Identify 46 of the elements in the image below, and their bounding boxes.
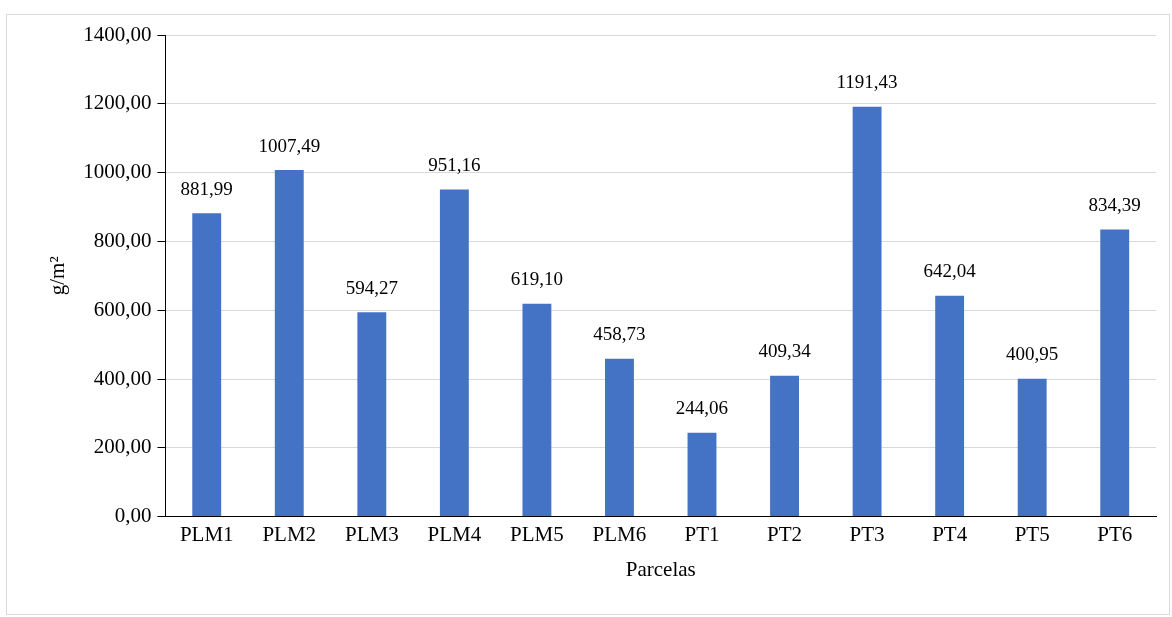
x-tick-label: PT2 xyxy=(767,521,803,546)
bar xyxy=(770,375,799,517)
bar xyxy=(605,358,634,517)
x-tick-label: PLM4 xyxy=(427,521,482,546)
data-label: 1191,43 xyxy=(836,71,898,93)
x-tick-label: PT6 xyxy=(1097,521,1133,546)
data-label: 642,04 xyxy=(923,260,977,282)
data-label: 409,34 xyxy=(758,340,812,362)
bar xyxy=(274,170,304,517)
data-label: 244,06 xyxy=(675,397,729,419)
x-tick-label: PT3 xyxy=(849,521,885,546)
bar xyxy=(439,189,469,517)
bar xyxy=(687,432,717,517)
bar xyxy=(852,106,882,517)
data-label: 400,95 xyxy=(1006,343,1059,365)
data-label: 458,73 xyxy=(593,323,646,345)
bar xyxy=(1100,229,1130,517)
bar xyxy=(357,312,387,517)
bar xyxy=(522,303,552,517)
y-tick-label: 600,00 xyxy=(93,296,152,321)
data-label: 1007,49 xyxy=(258,134,321,156)
bar xyxy=(192,213,222,517)
y-tick-label: 1400,00 xyxy=(83,21,152,46)
data-label: 834,39 xyxy=(1088,194,1141,216)
bar xyxy=(935,295,965,517)
x-tick-label: PLM6 xyxy=(592,521,647,546)
y-tick-label: 1000,00 xyxy=(83,159,152,184)
data-label: 881,99 xyxy=(180,177,233,199)
y-tick-label: 200,00 xyxy=(93,434,152,459)
bar xyxy=(1017,378,1047,517)
data-label: 594,27 xyxy=(345,276,398,298)
data-label: 951,16 xyxy=(428,153,481,175)
y-tick-label: 800,00 xyxy=(93,227,152,252)
x-tick-label: PT4 xyxy=(932,521,968,546)
y-tick-label: 0,00 xyxy=(114,503,152,528)
x-tick-label: PT5 xyxy=(1014,521,1050,546)
x-tick-label: PLM2 xyxy=(262,521,317,546)
x-axis-title: Parcelas xyxy=(625,556,696,581)
y-tick-label: 400,00 xyxy=(93,365,152,390)
data-label: 619,10 xyxy=(510,268,564,290)
y-axis-title: g/m² xyxy=(45,256,70,296)
y-tick-label: 1200,00 xyxy=(83,90,152,115)
x-tick-label: PLM1 xyxy=(179,521,234,546)
x-tick-label: PT1 xyxy=(684,521,720,546)
x-tick-label: PLM3 xyxy=(344,521,399,546)
x-tick-label: PLM5 xyxy=(510,521,564,546)
